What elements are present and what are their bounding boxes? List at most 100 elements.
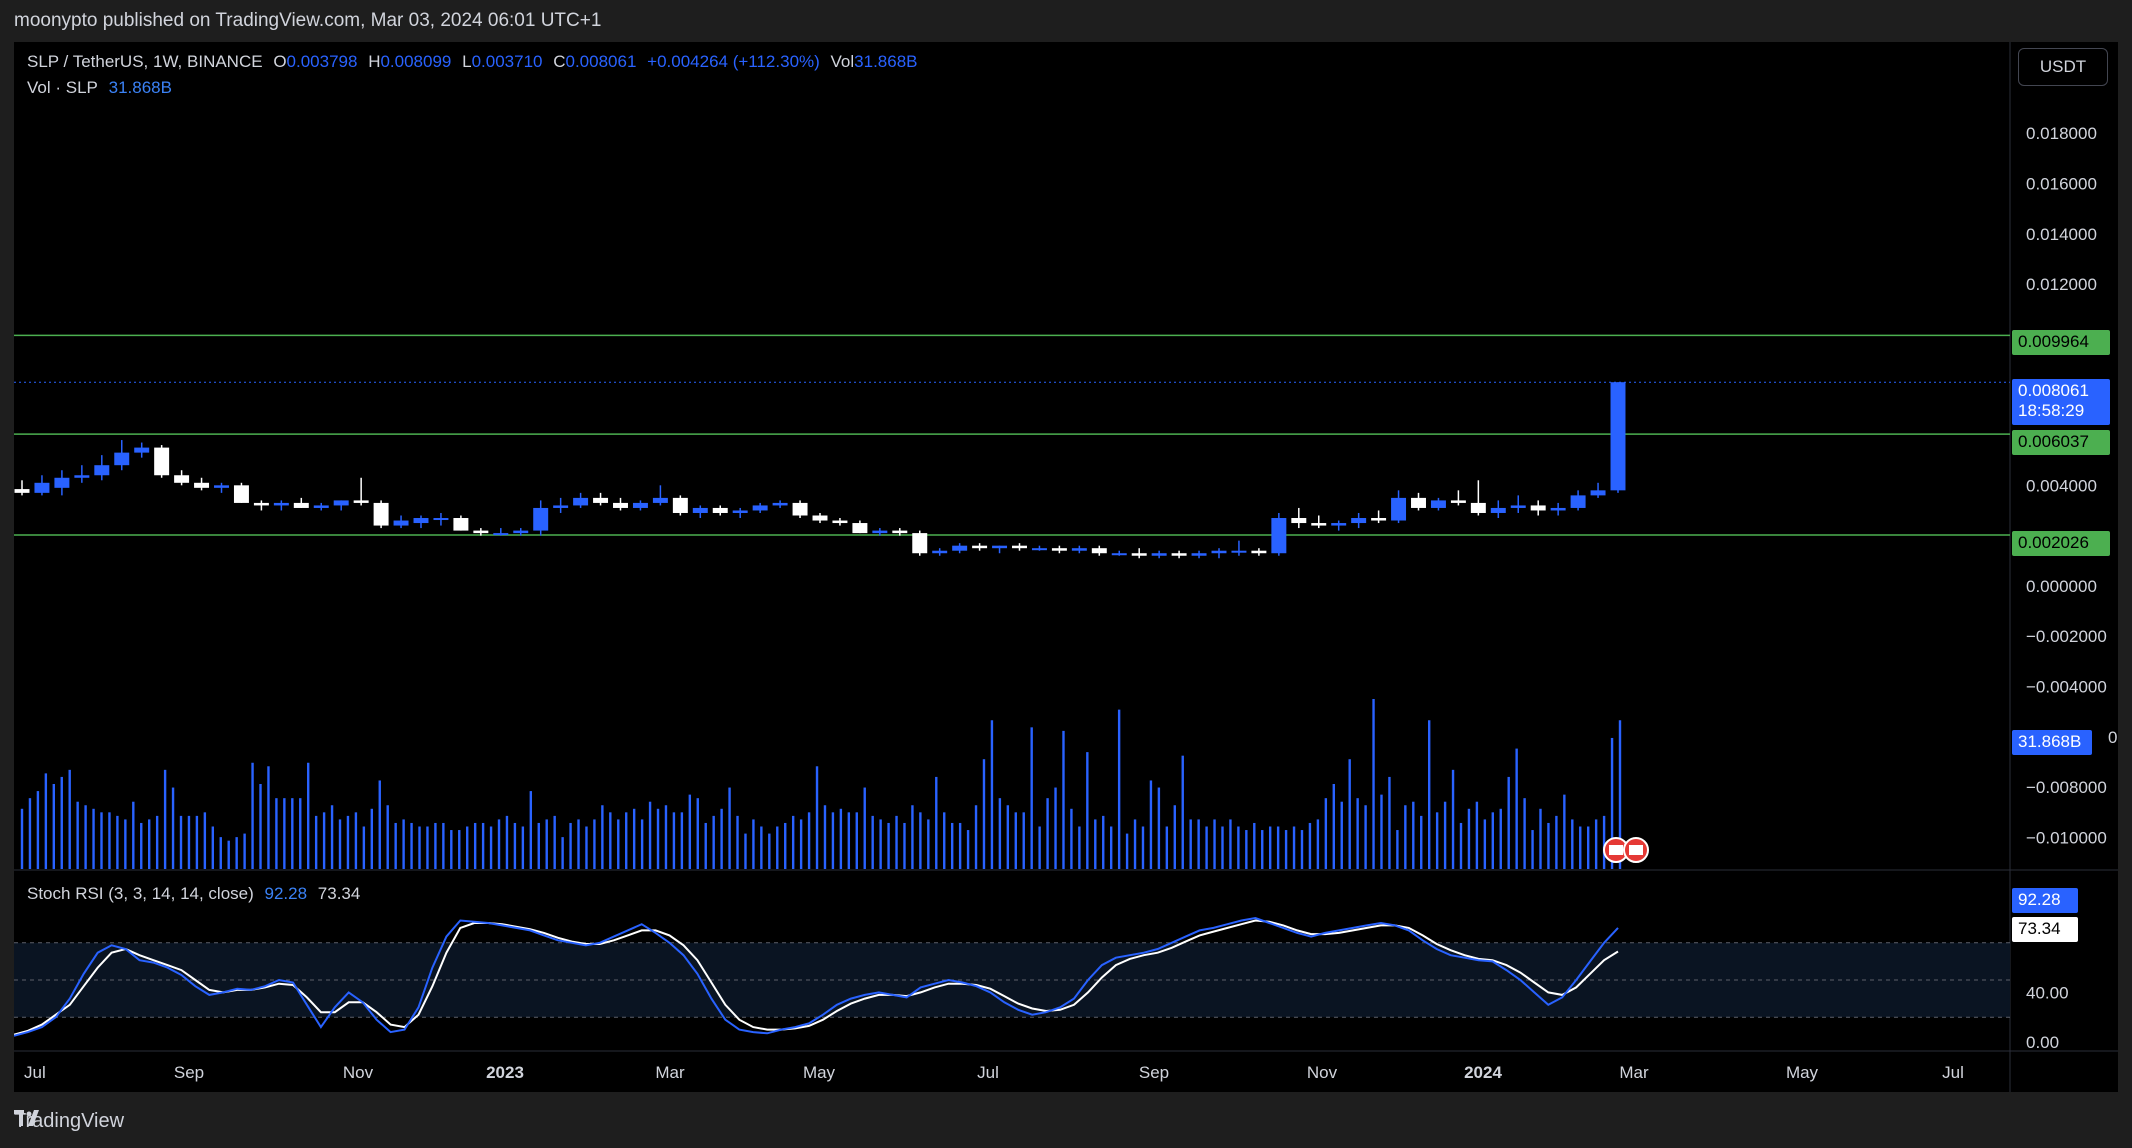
volume-bar [1268, 826, 1272, 869]
candle-body [134, 447, 150, 453]
volume-bar [1348, 759, 1351, 869]
chart-frame[interactable]: 0.018000 0.016000 0.014000 0.012000 0.004000… [14, 42, 2118, 1092]
candle-body [74, 475, 90, 478]
time-axis-label: 2024 [1464, 1063, 1502, 1082]
volume-bar [466, 826, 469, 869]
candle-body [1590, 490, 1606, 496]
candle-body [792, 502, 808, 516]
volume-bar [1324, 798, 1328, 869]
legend-l-label: L [462, 52, 472, 71]
candle-body [1470, 502, 1486, 513]
volume-bar [1181, 755, 1184, 869]
candle-body [353, 500, 369, 503]
volume-bar [513, 822, 517, 869]
volume-bar [227, 840, 230, 869]
volume-bar [450, 830, 453, 869]
volume-bar [1229, 819, 1232, 869]
rsi-d-tag: 73.34 [2012, 917, 2078, 942]
volume-bar [696, 798, 699, 869]
volume-bar [982, 759, 986, 869]
time-axis-label: Jul [24, 1063, 46, 1082]
publisher-line: moonypto published on TradingView.com, M… [14, 10, 602, 31]
volume-bar [1157, 787, 1161, 869]
legend-low: 0.003710 [471, 52, 543, 71]
volume-bar [736, 815, 739, 869]
volume-bar [553, 815, 556, 869]
candle-body [852, 523, 868, 534]
volume-bar [1332, 784, 1335, 869]
time-axis-label: May [1786, 1063, 1819, 1082]
legend-h-label: H [368, 52, 381, 71]
volume-bar [187, 815, 191, 869]
volume-bar [1213, 819, 1216, 869]
volume-bar [1245, 830, 1248, 869]
volume-bar [235, 837, 238, 869]
ohlc-legend: SLP / TetherUS, 1W, BINANCE O0.003798 H0… [27, 52, 924, 72]
volume-bar [28, 798, 32, 869]
chart-canvas[interactable]: 0.018000 0.016000 0.014000 0.012000 0.004000… [14, 42, 2118, 1092]
volume-bar [44, 773, 48, 869]
volume-bar [911, 805, 914, 869]
volume-bar [1149, 780, 1153, 869]
volume-bar [831, 812, 835, 869]
candle-body [1530, 505, 1546, 511]
volume-bar [171, 787, 175, 869]
candle-body [1191, 553, 1207, 556]
volume-bar [1205, 826, 1208, 869]
volume-bar [163, 769, 167, 869]
volume-bar [100, 812, 103, 869]
tradingview-brand[interactable]: TradingView [14, 1110, 124, 1133]
volume-bar [140, 822, 143, 869]
candle-body [1071, 548, 1087, 551]
volume-bar [338, 819, 342, 869]
candle-body [1610, 382, 1626, 491]
volume-bar [1022, 812, 1025, 869]
volume-bar [481, 822, 485, 869]
volume-bar [1253, 822, 1256, 869]
volume-bar [609, 812, 612, 869]
candle-body [1051, 548, 1067, 551]
volume-bar [394, 822, 397, 869]
candle-body [293, 502, 309, 508]
rsi-k-line [14, 916, 1619, 1037]
volume-bar [60, 776, 63, 869]
price-axis-tick: 0.000000 [2026, 577, 2097, 596]
volume-bar [52, 784, 56, 869]
candle-body [972, 545, 988, 549]
candle-body [1391, 497, 1407, 521]
volume-legend-value: 31.868B [108, 78, 172, 97]
current-price-tag: 0.008061 18:58:29 [2012, 379, 2110, 425]
volume-bar [243, 833, 246, 869]
candle-body [752, 505, 768, 511]
volume-bar [426, 826, 429, 869]
legend-change: +0.004264 (+112.30%) [647, 52, 820, 71]
candle-body [1490, 507, 1506, 513]
volume-bar [919, 812, 922, 869]
volume-bar [251, 762, 254, 869]
candle-body [992, 545, 1008, 549]
volume-bar [92, 808, 95, 869]
level-tag-mid: 0.006037 [2012, 430, 2110, 455]
candle-body [393, 520, 409, 526]
volume-bar [489, 826, 493, 869]
volume-bar [1054, 787, 1057, 869]
volume-bar [132, 801, 135, 869]
volume-legend: Vol · SLP 31.868B [27, 78, 178, 98]
volume-bar [1372, 699, 1375, 869]
volume-bar [1102, 815, 1105, 869]
volume-bar [1396, 830, 1399, 869]
volume-bar [20, 808, 24, 869]
volume-bar [966, 830, 970, 869]
volume-bar [179, 815, 183, 869]
currency-selector-button[interactable]: USDT [2018, 48, 2108, 86]
candle-body [632, 502, 648, 508]
candle-body [652, 497, 668, 503]
volume-legend-label: Vol · SLP [27, 78, 98, 97]
volume-bar [1475, 801, 1479, 869]
candle-body [94, 465, 110, 476]
volume-bar [418, 826, 421, 869]
volume-bar [680, 812, 684, 869]
current-price-value: 0.008061 [2018, 381, 2089, 400]
volume-bar [1173, 805, 1176, 869]
volume-bar [728, 787, 731, 869]
